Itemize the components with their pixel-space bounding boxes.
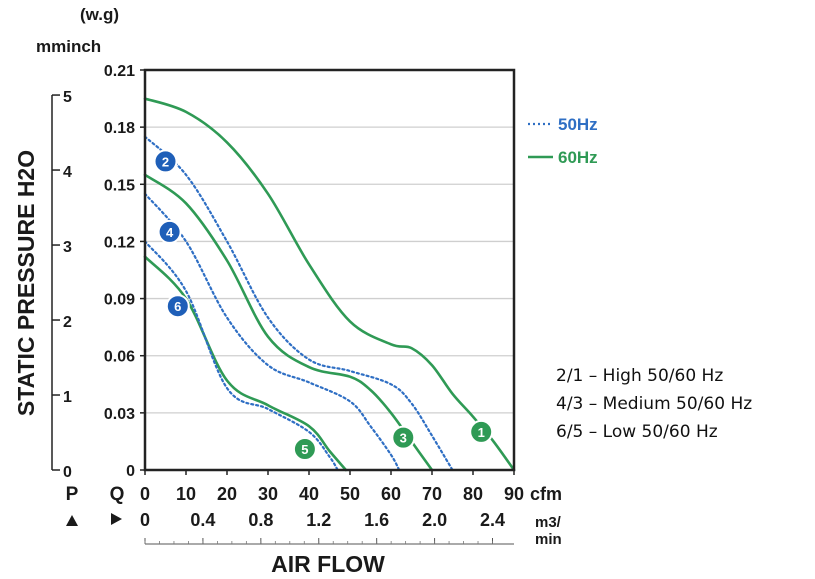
y-tick-label-mm-2: 2 bbox=[63, 314, 72, 331]
x-tick-label-cfm-0: 0 bbox=[140, 484, 150, 504]
x-tick-label-m3-4: 1.6 bbox=[364, 510, 389, 530]
series-line-6 bbox=[143, 240, 339, 472]
legend-label-1: 60Hz bbox=[558, 148, 598, 167]
note-low: 6/5 – Low 50/60 Hz bbox=[556, 422, 718, 442]
x-unit-min: min bbox=[535, 531, 562, 548]
y-units-mminch: mminch bbox=[36, 37, 101, 56]
series-line-3 bbox=[143, 173, 434, 472]
y-units-wg: (w.g) bbox=[80, 5, 119, 24]
y-axis-inch: 0 0.03 0.06 0.09 0.12 0.15 0.18 0.21 bbox=[104, 63, 145, 480]
x-tick-label-cfm-5: 50 bbox=[340, 484, 360, 504]
x-axis-letter: Q bbox=[110, 484, 125, 505]
x-tick-label-m3-5: 2.0 bbox=[422, 510, 447, 530]
series-lines bbox=[143, 97, 516, 472]
y-tick-label-inch-0: 0 bbox=[126, 463, 135, 480]
y-tick-label-inch-5: 0.15 bbox=[104, 177, 135, 194]
x-axis-cfm: 0 10 20 30 40 50 60 70 80 90 bbox=[140, 470, 524, 504]
y-tick-label-inch-1: 0.03 bbox=[104, 406, 135, 423]
x-tick-label-cfm-9: 90 bbox=[504, 484, 524, 504]
marker-circle-1 bbox=[469, 419, 494, 444]
y-tick-label-mm-4: 4 bbox=[63, 164, 72, 181]
x-tick-label-m3-0: 0 bbox=[140, 510, 150, 530]
x-axis-m3: 0 0.4 0.8 1.2 1.6 2.0 2.4 bbox=[140, 510, 514, 545]
series-line-2 bbox=[143, 135, 454, 472]
marker-circle-3 bbox=[391, 425, 416, 450]
x-tick-label-cfm-3: 30 bbox=[258, 484, 278, 504]
marker-circle-5 bbox=[292, 437, 317, 462]
plot-frame bbox=[143, 68, 516, 472]
y-tick-label-inch-3: 0.09 bbox=[104, 292, 135, 309]
y-tick-label-inch-7: 0.21 bbox=[104, 63, 135, 80]
x-unit-m3: m3/ bbox=[535, 514, 562, 531]
grid-lines bbox=[145, 126, 514, 414]
x-tick-label-cfm-8: 80 bbox=[463, 484, 483, 504]
marker-circle-6 bbox=[165, 294, 190, 319]
y-tick-label-inch-6: 0.18 bbox=[104, 120, 135, 137]
marker-label-5: 5 bbox=[301, 442, 308, 457]
x-tick-label-m3-1: 0.4 bbox=[190, 510, 215, 530]
x-axis-title: AIR FLOW bbox=[271, 551, 385, 577]
x-tick-label-m3-6: 2.4 bbox=[480, 510, 505, 530]
marker-label-2: 2 bbox=[162, 154, 169, 169]
x-tick-label-cfm-6: 60 bbox=[381, 484, 401, 504]
legend-label-0: 50Hz bbox=[558, 115, 598, 134]
marker-label-4: 4 bbox=[166, 225, 174, 240]
x-tick-label-cfm-2: 20 bbox=[217, 484, 237, 504]
curve-notes: 2/1 – High 50/60 Hz 4/3 – Medium 50/60 H… bbox=[556, 362, 752, 446]
marker-circle-4 bbox=[157, 219, 182, 244]
curve-markers: 1 2 3 4 5 6 bbox=[153, 149, 494, 462]
series-line-1 bbox=[143, 97, 516, 472]
x-tick-label-cfm-7: 70 bbox=[422, 484, 442, 504]
series-line-4 bbox=[143, 192, 401, 472]
y-tick-label-mm-3: 3 bbox=[63, 239, 72, 256]
up-arrow-icon bbox=[66, 515, 78, 526]
note-medium: 4/3 – Medium 50/60 Hz bbox=[556, 394, 753, 414]
legend: 50Hz 60Hz bbox=[528, 115, 598, 167]
y-tick-label-inch-2: 0.06 bbox=[104, 349, 135, 366]
y-tick-label-mm-1: 1 bbox=[63, 389, 72, 406]
y-axis-title: STATIC PRESSURE H2O bbox=[13, 150, 39, 416]
marker-circle-2 bbox=[153, 149, 178, 174]
y-tick-label-mm-5: 5 bbox=[63, 89, 72, 106]
x-tick-label-cfm-1: 10 bbox=[176, 484, 196, 504]
marker-label-3: 3 bbox=[400, 431, 407, 446]
note-high: 2/1 – High 50/60 Hz bbox=[556, 366, 724, 386]
y-tick-label-mm-0: 0 bbox=[63, 464, 72, 481]
right-arrow-icon bbox=[111, 513, 122, 525]
marker-label-1: 1 bbox=[478, 425, 485, 440]
x-tick-label-m3-2: 0.8 bbox=[248, 510, 273, 530]
y-axis-mm: 0 1 2 3 4 5 bbox=[51, 89, 72, 481]
x-tick-label-cfm-4: 40 bbox=[299, 484, 319, 504]
x-unit-cfm: cfm bbox=[530, 484, 562, 504]
marker-label-6: 6 bbox=[174, 299, 181, 314]
y-axis-letter: P bbox=[66, 484, 79, 505]
x-tick-label-m3-3: 1.2 bbox=[306, 510, 331, 530]
y-tick-label-inch-4: 0.12 bbox=[104, 234, 135, 251]
